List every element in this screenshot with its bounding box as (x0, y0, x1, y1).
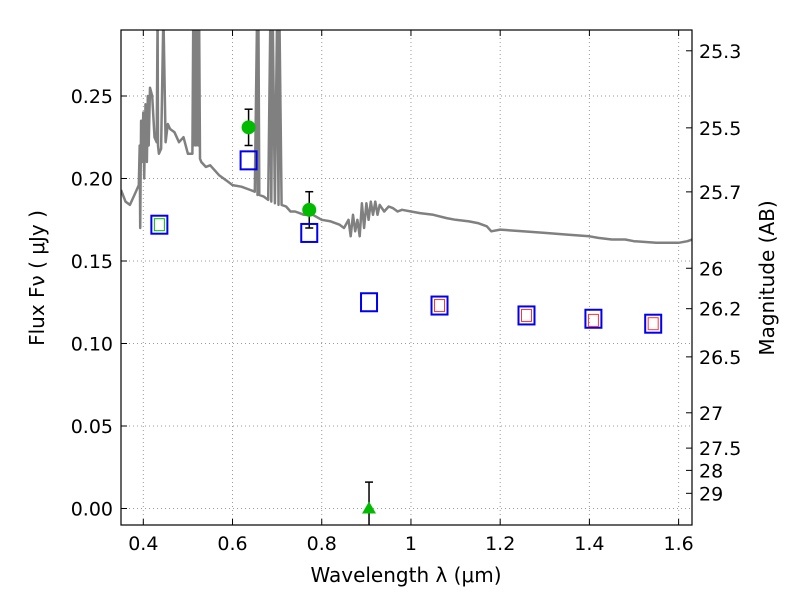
y2-tick-label: 28 (699, 460, 723, 482)
x-tick-label: 1.2 (485, 533, 515, 555)
y2-tick-label: 25.5 (699, 118, 741, 140)
y2-tick-label: 26.2 (699, 299, 741, 321)
plot-area (121, 30, 692, 525)
x-tick-label: 0.8 (307, 533, 337, 555)
grid-lines (121, 30, 692, 525)
bandpass-flux-box (520, 308, 532, 322)
y-tick-label: 0.15 (71, 251, 113, 273)
y2-tick-label: 27 (699, 403, 723, 425)
x-tick-label: 0.4 (128, 533, 158, 555)
model-flux-box (517, 305, 536, 326)
bandpass-flux-box (153, 218, 165, 232)
y-tick-label: 0.20 (71, 169, 113, 191)
y-tick-label: 0.10 (71, 334, 113, 356)
model-flux-box (150, 214, 169, 235)
y2-tick-label: 29 (699, 483, 723, 505)
bandpass-flux-box (647, 317, 659, 331)
y-tick-label: 0.05 (71, 416, 113, 438)
plot-frame (120, 29, 693, 526)
model-flux-box (644, 313, 663, 334)
observed-flux-point (302, 202, 317, 217)
model-flux-box (239, 150, 258, 171)
observed-flux-point (241, 120, 256, 135)
y2-tick-label: 25.3 (699, 41, 741, 63)
model-flux-box (584, 308, 603, 329)
y-tick-label: 0.25 (71, 86, 113, 108)
y-axis-label: Flux Fν ( μJy ) (25, 210, 49, 346)
x-axis-label: Wavelength λ (μm) (310, 563, 501, 587)
y2-tick-label: 25.7 (699, 182, 741, 204)
sed-model-line (121, 30, 692, 245)
y2-tick-label: 26 (699, 258, 723, 280)
bandpass-flux-box (587, 313, 599, 327)
x-tick-label: 0.6 (217, 533, 247, 555)
y-tick-label: 0.00 (71, 499, 113, 521)
model-flux-box (430, 295, 449, 316)
axis-ticks: 0.4 0.6 0.8 1 1.2 1.4 1.6 0.00 0.05 0.10 0.15 0.20 0… (71, 30, 741, 555)
bandpass-flux-box (434, 299, 446, 313)
x-tick-label: 1 (405, 533, 417, 555)
y2-axis-label: Magnitude (AB) (755, 200, 779, 355)
upper-limit-point (362, 501, 377, 514)
x-tick-label: 1.4 (574, 533, 604, 555)
model-flux-box (300, 222, 319, 243)
model-flux-box (360, 292, 379, 313)
y2-tick-label: 26.5 (699, 347, 741, 369)
y2-tick-label: 27.5 (699, 438, 741, 460)
x-tick-label: 1.6 (664, 533, 694, 555)
